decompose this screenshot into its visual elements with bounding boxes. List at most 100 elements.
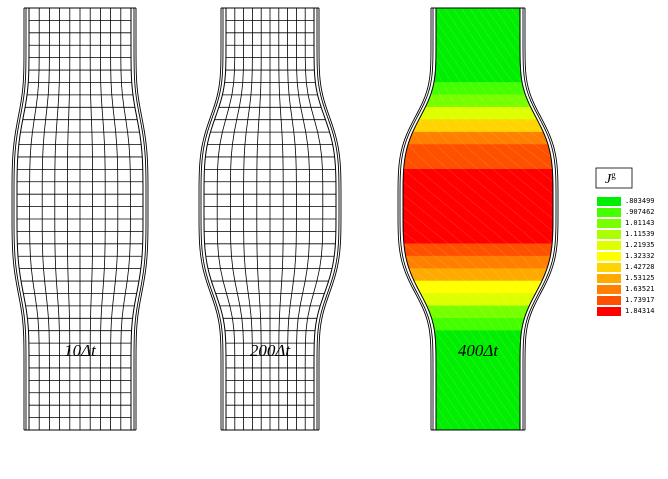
mesh-edge [511, 355, 521, 369]
mesh-edge [465, 280, 479, 294]
mesh-edge [503, 355, 512, 369]
mesh-edge [452, 342, 462, 356]
mesh-edge [495, 330, 504, 344]
mesh-edge [477, 231, 493, 245]
vessel-wall [316, 8, 340, 430]
mesh-edge [462, 181, 479, 195]
legend-swatch [597, 197, 621, 206]
mesh-edge [501, 119, 518, 133]
vessel-wall [397, 8, 432, 430]
mesh-edge [444, 417, 454, 431]
mesh-edge [422, 268, 440, 282]
vessel-wall [11, 8, 25, 430]
mesh-edge [513, 119, 531, 133]
legend-title-box [595, 167, 633, 189]
mesh-edge [492, 156, 508, 170]
mesh-line [243, 8, 253, 430]
mesh-edge [515, 94, 531, 108]
vessel-wall [200, 8, 224, 430]
mesh-edge [426, 305, 442, 319]
legend-label: 1.53125 [625, 274, 655, 282]
mesh-edge [435, 45, 445, 58]
mesh-edge [486, 69, 496, 83]
legend-label: .907462 [625, 208, 655, 216]
mesh-edge [477, 256, 492, 269]
mesh-edge [477, 107, 491, 120]
mesh-edge [463, 243, 479, 257]
mesh-edge [477, 119, 492, 133]
vessel-wall [135, 8, 149, 430]
mesh-edge [440, 318, 453, 331]
mesh-edge [507, 193, 524, 207]
vessel-wall [203, 8, 227, 430]
mesh-edge [503, 280, 513, 294]
mesh-edge [537, 243, 551, 257]
mesh-edge [460, 82, 469, 96]
mesh-edge [439, 94, 447, 108]
legend-swatch [597, 241, 621, 250]
mesh-edge [449, 318, 461, 331]
mesh-edge [512, 330, 521, 344]
mesh-edge [477, 206, 494, 220]
mesh-line [256, 8, 262, 430]
mesh-edge [494, 380, 504, 393]
mesh-edge [468, 318, 479, 331]
mesh-edge [503, 131, 521, 145]
mesh-edge [425, 131, 437, 145]
mesh-edge [491, 268, 504, 282]
mesh-edge [519, 268, 530, 282]
mesh-edge [412, 131, 423, 145]
mesh-edge [486, 57, 496, 71]
legend-swatch [597, 307, 621, 316]
mesh-edge [486, 7, 496, 21]
mesh-edge [452, 45, 462, 58]
legend-label: 1.01143 [625, 219, 655, 227]
mesh-edge [477, 94, 489, 108]
mesh-edge [492, 181, 509, 195]
mesh-edge [439, 280, 456, 294]
mesh-edge [477, 392, 487, 406]
mesh-edge [522, 243, 537, 257]
mesh-edge [520, 107, 538, 120]
mesh-edge [463, 256, 479, 269]
meshes [11, 7, 559, 431]
mesh-edge [452, 355, 462, 369]
mesh-edge [519, 144, 537, 158]
mesh-edge [460, 405, 470, 418]
mesh-edge [537, 169, 554, 182]
mesh-edge [433, 169, 449, 182]
mesh-edge [418, 243, 435, 257]
legend: .803499 .907462 1.01143 1.11539 1.21935 1.323… [597, 197, 655, 316]
mesh-edge [523, 293, 530, 306]
mesh-edge [436, 268, 453, 282]
mesh-edge [506, 256, 520, 269]
mesh-edge [486, 20, 496, 33]
mesh-edge [507, 243, 522, 257]
vessel-wall [399, 8, 434, 430]
mesh-edge [442, 82, 450, 96]
mesh-edge [486, 330, 496, 344]
mesh-edge [446, 107, 455, 120]
mesh-edge [502, 7, 512, 21]
mesh-edge [494, 7, 504, 21]
mesh-edge [435, 144, 450, 158]
mesh-edge [417, 218, 434, 232]
mesh-edge [469, 69, 479, 83]
mesh-edge [477, 280, 490, 294]
mesh-edge [509, 107, 526, 120]
mesh-edge [511, 417, 521, 431]
mesh-edge [447, 305, 460, 319]
mesh-edge [486, 45, 496, 58]
mesh-edge [503, 45, 512, 58]
mesh-edge [477, 218, 494, 232]
mesh-line [67, 8, 71, 430]
mesh-edge [460, 32, 470, 46]
mesh-edge [477, 169, 494, 182]
legend-label: .803499 [625, 197, 655, 205]
mesh-edge [522, 193, 539, 207]
mesh-edge [507, 218, 524, 232]
mesh-edge [507, 156, 523, 170]
mesh-edge [477, 330, 487, 344]
mesh-edge [505, 318, 514, 331]
